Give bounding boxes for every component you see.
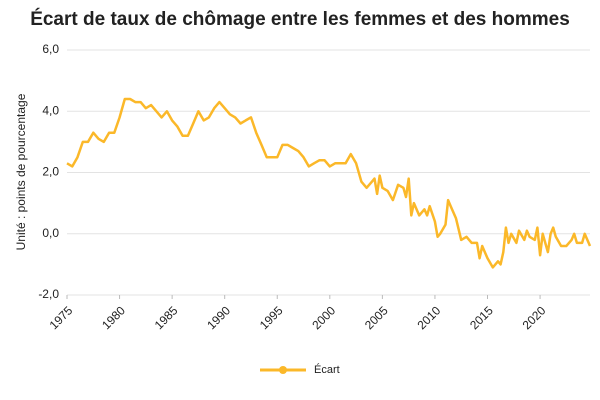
- x-tick-label: 2020: [520, 303, 549, 332]
- y-tick-label: 2,0: [42, 165, 59, 179]
- x-tick-label: 2015: [467, 303, 496, 332]
- data-line: [66, 97, 592, 269]
- legend-label: Écart: [314, 363, 340, 376]
- y-tick-label: -2,0: [38, 287, 59, 301]
- x-tick-label: 1980: [99, 303, 128, 332]
- y-tick-label: 4,0: [42, 103, 59, 117]
- x-tick-label: 2000: [309, 303, 338, 332]
- x-tick-label: 1990: [204, 303, 233, 332]
- x-tick-label: 1985: [152, 303, 181, 332]
- x-tick-label: 1995: [257, 303, 286, 332]
- chart-title: Écart de taux de chômage entre les femme…: [30, 8, 570, 30]
- x-tick-label: 2010: [415, 303, 444, 332]
- x-tick-label: 1975: [47, 303, 76, 332]
- x-tick-label: 2005: [362, 303, 391, 332]
- y-tick-label: 0,0: [42, 226, 59, 240]
- y-tick-label: 6,0: [42, 42, 59, 56]
- legend-marker: [279, 366, 287, 374]
- y-axis-label: Unité : points de pourcentage: [14, 93, 28, 250]
